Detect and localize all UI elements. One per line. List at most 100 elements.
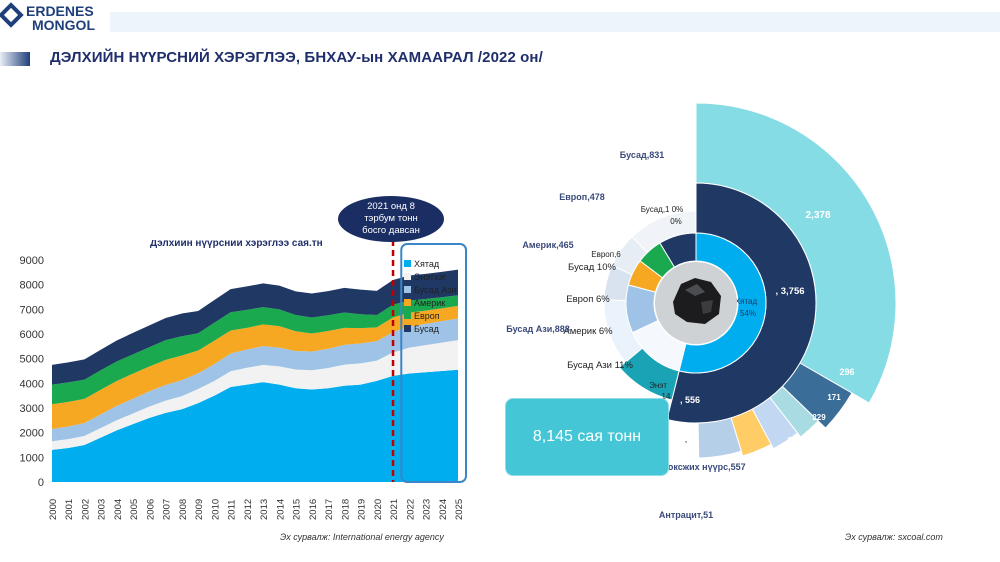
chart-title: Дэлхийн нүүрсний хэрэглээ сая.тн [150,240,323,249]
side-label: 0% [670,217,682,226]
source-note-left: Эх сурвалж: International energy agency [280,532,444,542]
outer-value-label: 296 [839,367,854,377]
y-tick-label: 0 [38,477,44,489]
x-tick-label: 2007 [162,499,173,520]
area-series-1 [52,340,458,450]
y-tick-label: 7000 [20,304,44,316]
legend-label: Энэтхэг [414,272,447,282]
legend-swatch [404,286,411,293]
x-tick-label: 2004 [113,499,124,520]
y-tick-label: 1000 [20,452,44,464]
coal-highlight-shape [701,300,713,314]
legend-swatch [404,312,411,319]
x-tick-label: 2013 [259,499,270,520]
source-note-right: Эх сурвалж: sxcoal.com [845,532,943,542]
sunburst-chart: 2,378 296 171 229 299 383 , 3,756 , 556, Хятад 54… [480,100,1000,540]
area-series-0 [52,369,458,482]
legend-swatch [404,260,411,267]
x-tick-label: 2008 [178,499,189,520]
legend-swatch [404,299,411,306]
legend-label: Хятад [414,259,440,269]
outer-value-label: 229 [812,413,826,422]
area-chart: Дэлхийн нүүрсний хэрэглээ сая.тн 0 1000 200… [0,238,480,540]
y-tick-label: 8000 [20,280,44,292]
area-series-2 [52,318,458,442]
middle-value-label: , 3,756 [775,286,804,297]
y-tick-label: 5000 [20,354,44,366]
inner-label: Бусад Ази 11% [567,360,633,371]
x-tick-label: 2018 [340,499,351,520]
inner-label: Хятад [735,297,758,306]
callout-line3: босго давсан [362,225,420,236]
inner-label: 54% [740,309,756,318]
x-tick-label: 2000 [48,499,59,520]
legend-label: Европ [414,311,440,321]
coal-highlight-shape [685,284,705,296]
x-tick-label: 2020 [373,499,384,520]
x-tick-label: 2014 [275,499,286,520]
side-label: Бусад,831 [620,150,664,160]
side-label: Европ,478 [559,192,604,202]
x-tick-label: 2025 [454,499,465,520]
header-band [110,12,1000,32]
total-label-box: 8,145 сая тонн [505,398,669,476]
y-tick-label: 9000 [20,255,44,267]
x-tick-label: 2015 [292,499,303,520]
legend-label: Бусад [414,324,440,334]
middle-value-label: , [685,434,688,444]
erdenes-mongol-logo: ERDENES MONGOL [0,0,140,42]
x-tick-label: 2006 [145,499,156,520]
x-tick-label: 2016 [308,499,319,520]
x-tick-label: 2010 [210,499,221,520]
threshold-callout: 2021 онд 8 тэрбум тонн босго давсан [338,196,444,242]
x-tick-label: 2002 [80,499,91,520]
side-label: Коксжих нүүрс,557 [662,462,745,472]
logo-line2: MONGOL [32,17,95,33]
slide-title: ДЭЛХИЙН НҮҮРСНИЙ ХЭРЭГЛЭЭ, БНХАУ-ын ХАМА… [50,49,543,66]
x-tick-label: 2022 [405,499,416,520]
logo-mark-icon [0,2,24,28]
legend-swatch [404,325,411,332]
inner-label: Америк 6% [563,326,613,337]
x-tick-label: 2021 [389,499,400,520]
x-tick-label: 2012 [243,499,254,520]
inner-segment-china [678,232,767,374]
x-tick-label: 2024 [438,499,449,520]
inner-label: 14 [662,392,671,401]
side-label: Бусад Ази,888 [506,324,570,334]
y-tick-label: 3000 [20,403,44,415]
logo-line1: ERDENES [26,3,94,19]
outer-value-label: 171 [827,393,841,402]
x-tick-label: 2003 [97,499,108,520]
middle-value-label: , 556 [680,395,700,405]
x-tick-label: 2017 [324,499,335,520]
y-tick-label: 6000 [20,329,44,341]
x-tick-label: 2011 [227,500,238,520]
side-label: Бусад,1 0% [641,205,684,214]
callout-line2: тэрбум тонн [364,213,418,224]
inner-label: Европ,6 [591,250,621,259]
inner-label: Европ 6% [566,294,610,305]
legend-swatch [404,273,411,280]
coal-image [655,262,737,344]
legend-label: Америк [414,298,445,308]
y-tick-label: 2000 [20,428,44,440]
inner-label: Бусад 10% [568,262,616,273]
x-tick-label: 2019 [357,499,368,520]
title-accent-bar [0,52,30,66]
y-tick-label: 4000 [20,378,44,390]
outer-value-label: 299 [787,436,801,445]
outer-value-label: 2,378 [805,210,830,221]
legend-label: Бусад Ази [414,285,457,295]
x-tick-label: 2009 [194,499,205,520]
callout-line1: 2021 онд 8 [367,201,415,212]
outer-value-label: 383 [753,455,767,464]
x-tick-label: 2001 [64,499,75,520]
forecast-highlight-box [400,243,467,483]
side-label: Америк,465 [522,240,573,250]
area-series-5 [52,269,458,385]
inner-label: Энэт [649,381,667,390]
x-tick-label: 2005 [129,499,140,520]
x-tick-label: 2023 [422,499,433,520]
area-series-3 [52,305,458,429]
